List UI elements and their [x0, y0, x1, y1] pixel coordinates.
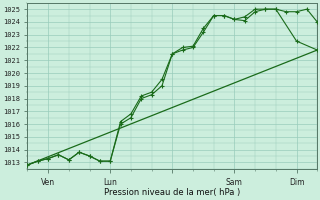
X-axis label: Pression niveau de la mer( hPa ): Pression niveau de la mer( hPa ) [104, 188, 240, 197]
